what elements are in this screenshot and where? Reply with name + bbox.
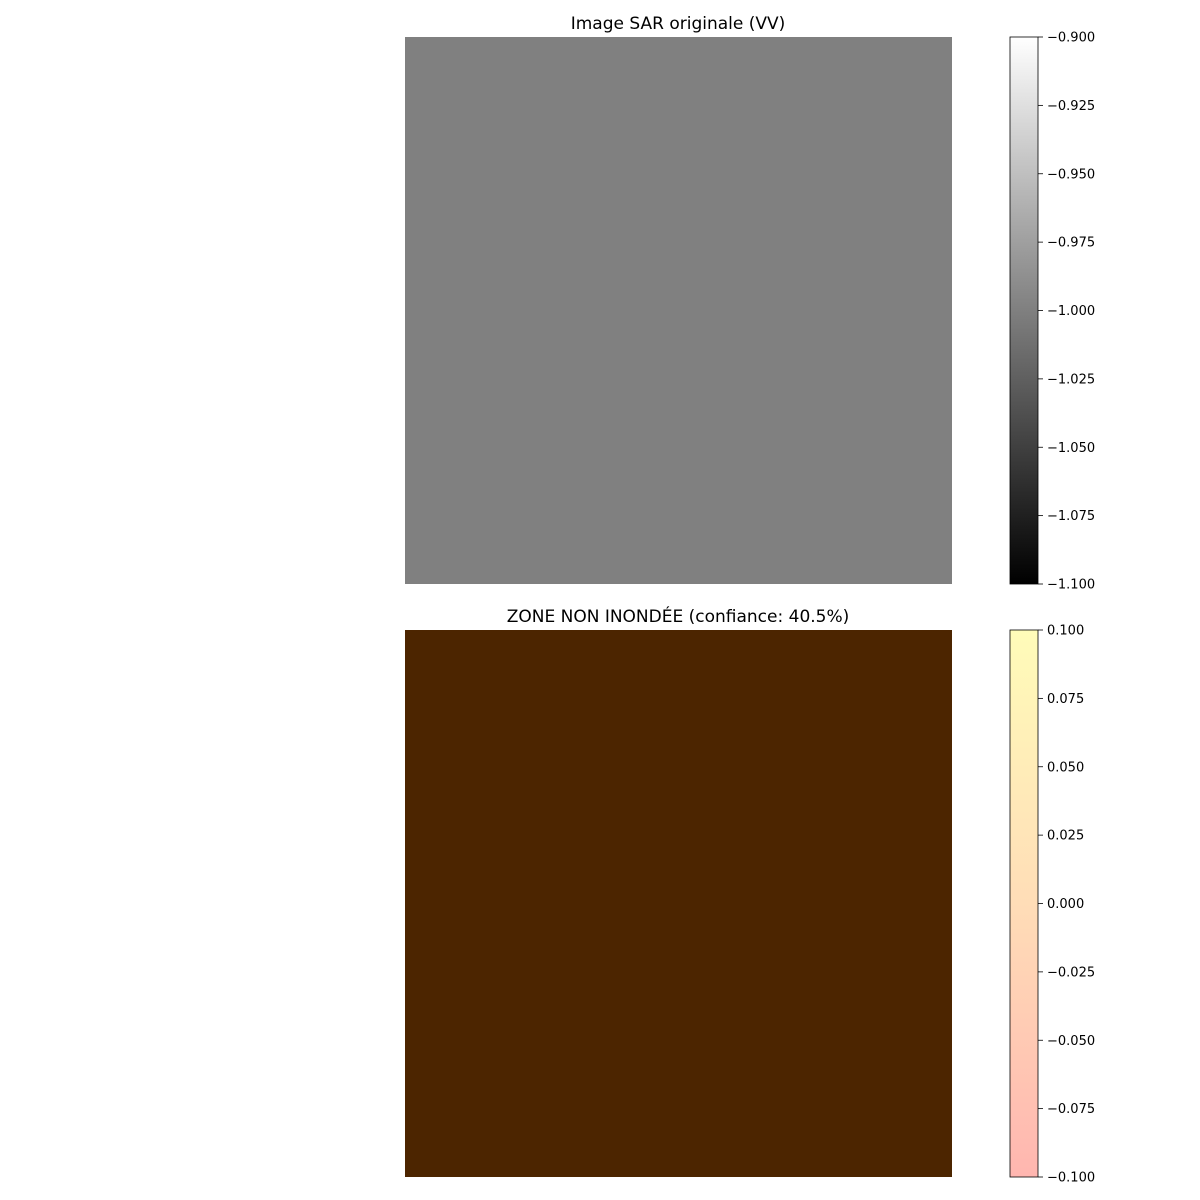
prediction-title: ZONE NON INONDÉE (confiance: 40.5%) [507,605,850,627]
sar-colorbar-tick-label: −1.000 [1047,304,1095,319]
prediction-colorbar-tick-label: 0.025 [1047,829,1084,844]
sar-colorbar [1009,36,1039,585]
sar-colorbar-tick-label: −1.075 [1047,509,1095,524]
prediction-colorbar-ticks: 0.100 0.075 0.050 0.025 0.000 −0.025 −0.050 −0.… [1038,624,1095,1186]
sar-colorbar-tick-label: −0.975 [1047,236,1095,251]
sar-colorbar-tick-label: −0.925 [1047,99,1095,114]
prediction-colorbar-tick-label: 0.100 [1047,624,1084,639]
prediction-colorbar-tick-label: 0.050 [1047,760,1084,775]
prediction-colorbar-tick-label: 0.000 [1047,897,1084,912]
prediction-colorbar-tick-label: −0.100 [1047,1171,1095,1186]
prediction-colorbar [1009,629,1039,1178]
prediction-image [405,630,952,1177]
sar-colorbar-tick-label: −0.900 [1047,31,1095,46]
panel-prediction: ZONE NON INONDÉE (confiance: 40.5%) 0.10… [405,605,1095,1186]
prediction-colorbar-tick-label: −0.050 [1047,1034,1095,1049]
sar-image [405,37,952,584]
sar-colorbar-tick-label: −0.950 [1047,167,1095,182]
prediction-colorbar-tick-label: −0.075 [1047,1102,1095,1117]
sar-colorbar-tick-label: −1.100 [1047,578,1095,593]
sar-colorbar-tick-label: −1.025 [1047,372,1095,387]
sar-colorbar-ticks: −0.900 −0.925 −0.950 −0.975 −1.000 −1.025 −1.0… [1038,31,1095,593]
sar-title: Image SAR originale (VV) [571,14,786,34]
prediction-colorbar-tick-label: 0.075 [1047,692,1084,707]
prediction-colorbar-tick-label: −0.025 [1047,965,1095,980]
panel-sar: Image SAR originale (VV) −0.900−0.925−0.… [405,14,1095,593]
sar-colorbar-tick-label: −1.050 [1047,441,1095,456]
